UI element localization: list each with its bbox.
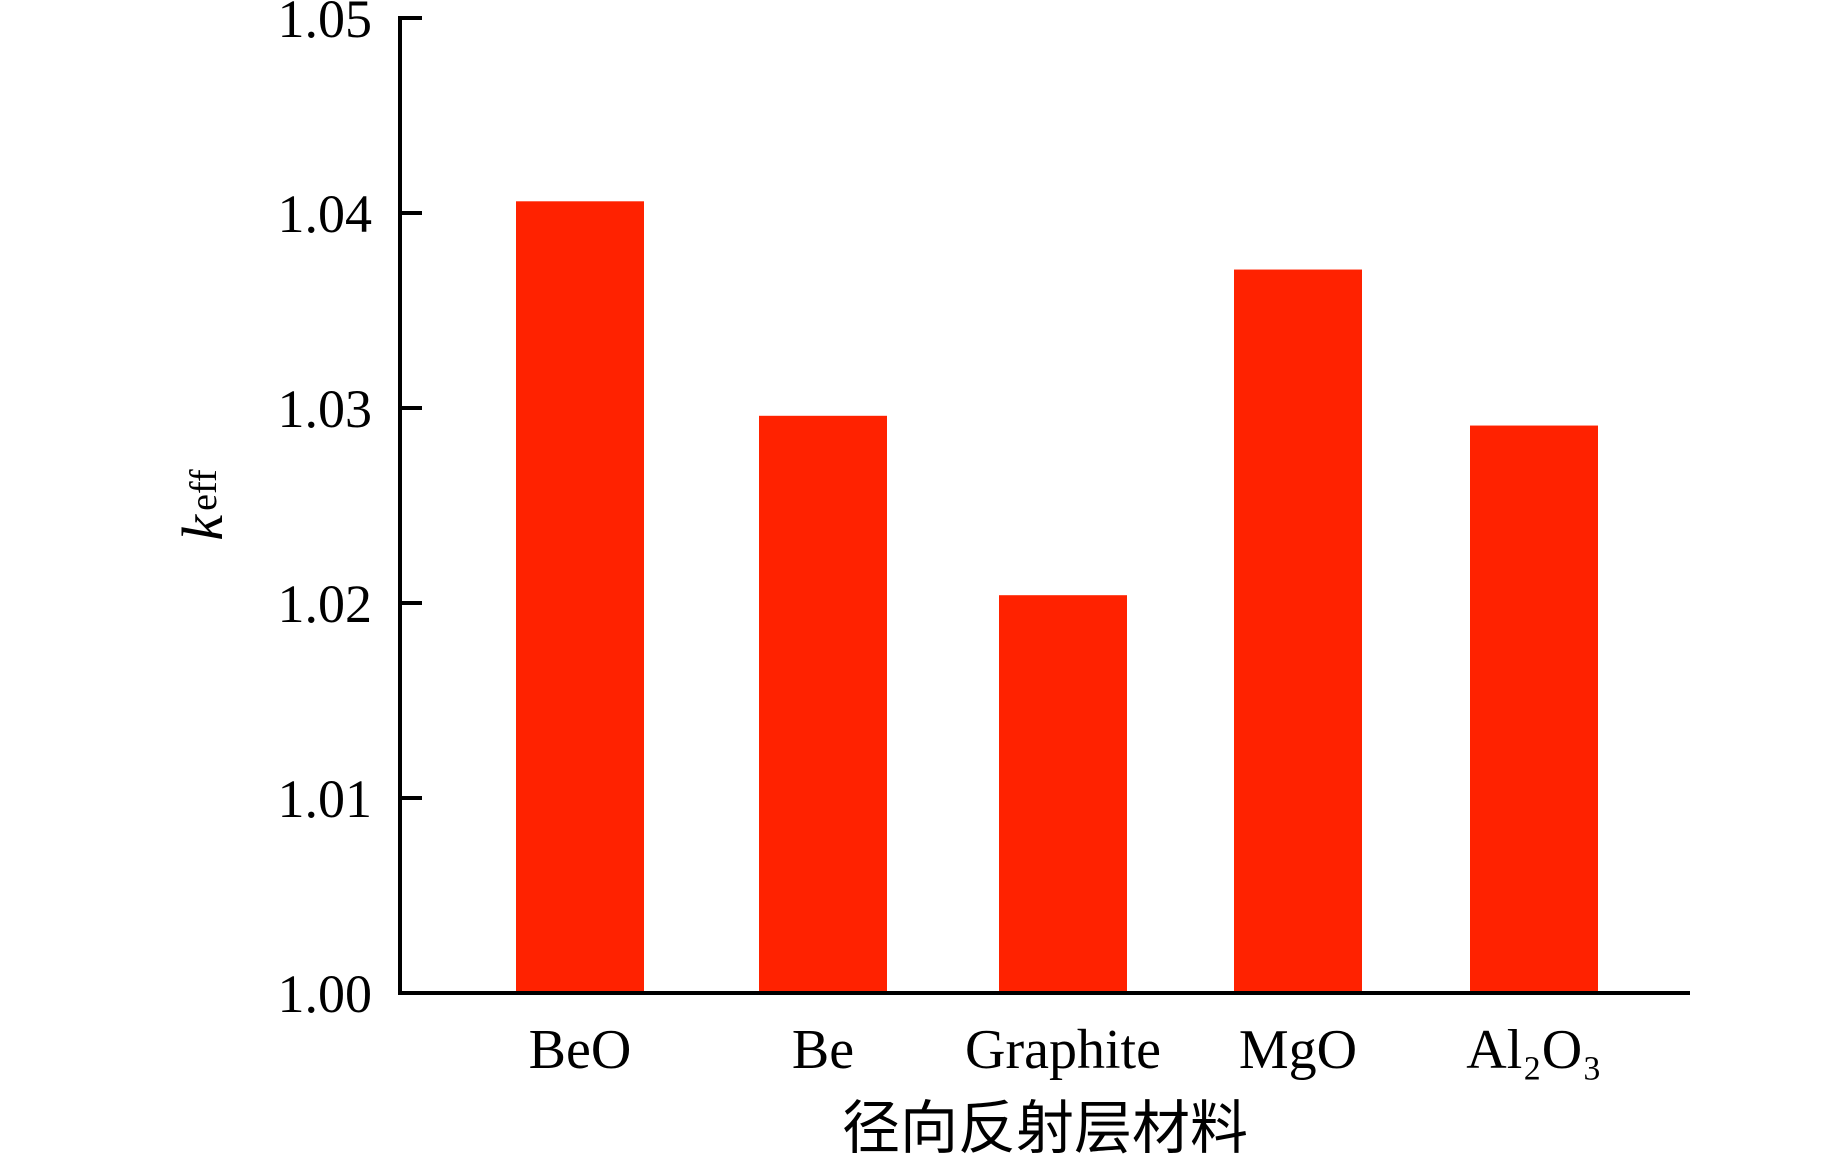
bars-group bbox=[516, 201, 1598, 994]
y-tick-label: 1.05 bbox=[278, 0, 373, 49]
bar-al-o- bbox=[1470, 425, 1598, 993]
y-tick-label: 1.03 bbox=[278, 379, 373, 439]
x-category-label: BeO bbox=[529, 1019, 632, 1081]
x-category-label: Be bbox=[792, 1019, 854, 1081]
x-category-label: Al₂O₃ bbox=[1466, 1019, 1602, 1081]
axes-group bbox=[398, 16, 1690, 995]
y-axis-title-sub: eff bbox=[183, 469, 225, 511]
bar-be bbox=[759, 415, 887, 993]
y-tick-label: 1.02 bbox=[278, 574, 373, 634]
y-axis-title-main: k bbox=[170, 514, 235, 541]
y-tick-label: 1.01 bbox=[278, 769, 373, 829]
bar-mgo bbox=[1234, 269, 1362, 993]
x-category-label: Graphite bbox=[965, 1019, 1161, 1081]
y-axis-title: k eff bbox=[170, 469, 235, 541]
bar-beo bbox=[516, 201, 644, 994]
x-axis-title: 径向反射层材料 bbox=[842, 1094, 1248, 1162]
y-tick-label: 1.00 bbox=[278, 964, 373, 1024]
y-tick-label: 1.04 bbox=[278, 184, 373, 244]
bar-graphite bbox=[999, 595, 1127, 993]
y-ticks-group: 1.00 1.01 1.02 1.03 1.04 1.05 bbox=[278, 0, 422, 1024]
x-category-labels: BeO Be Graphite MgO Al₂O₃ bbox=[529, 1019, 1602, 1081]
x-category-label: MgO bbox=[1239, 1019, 1357, 1081]
